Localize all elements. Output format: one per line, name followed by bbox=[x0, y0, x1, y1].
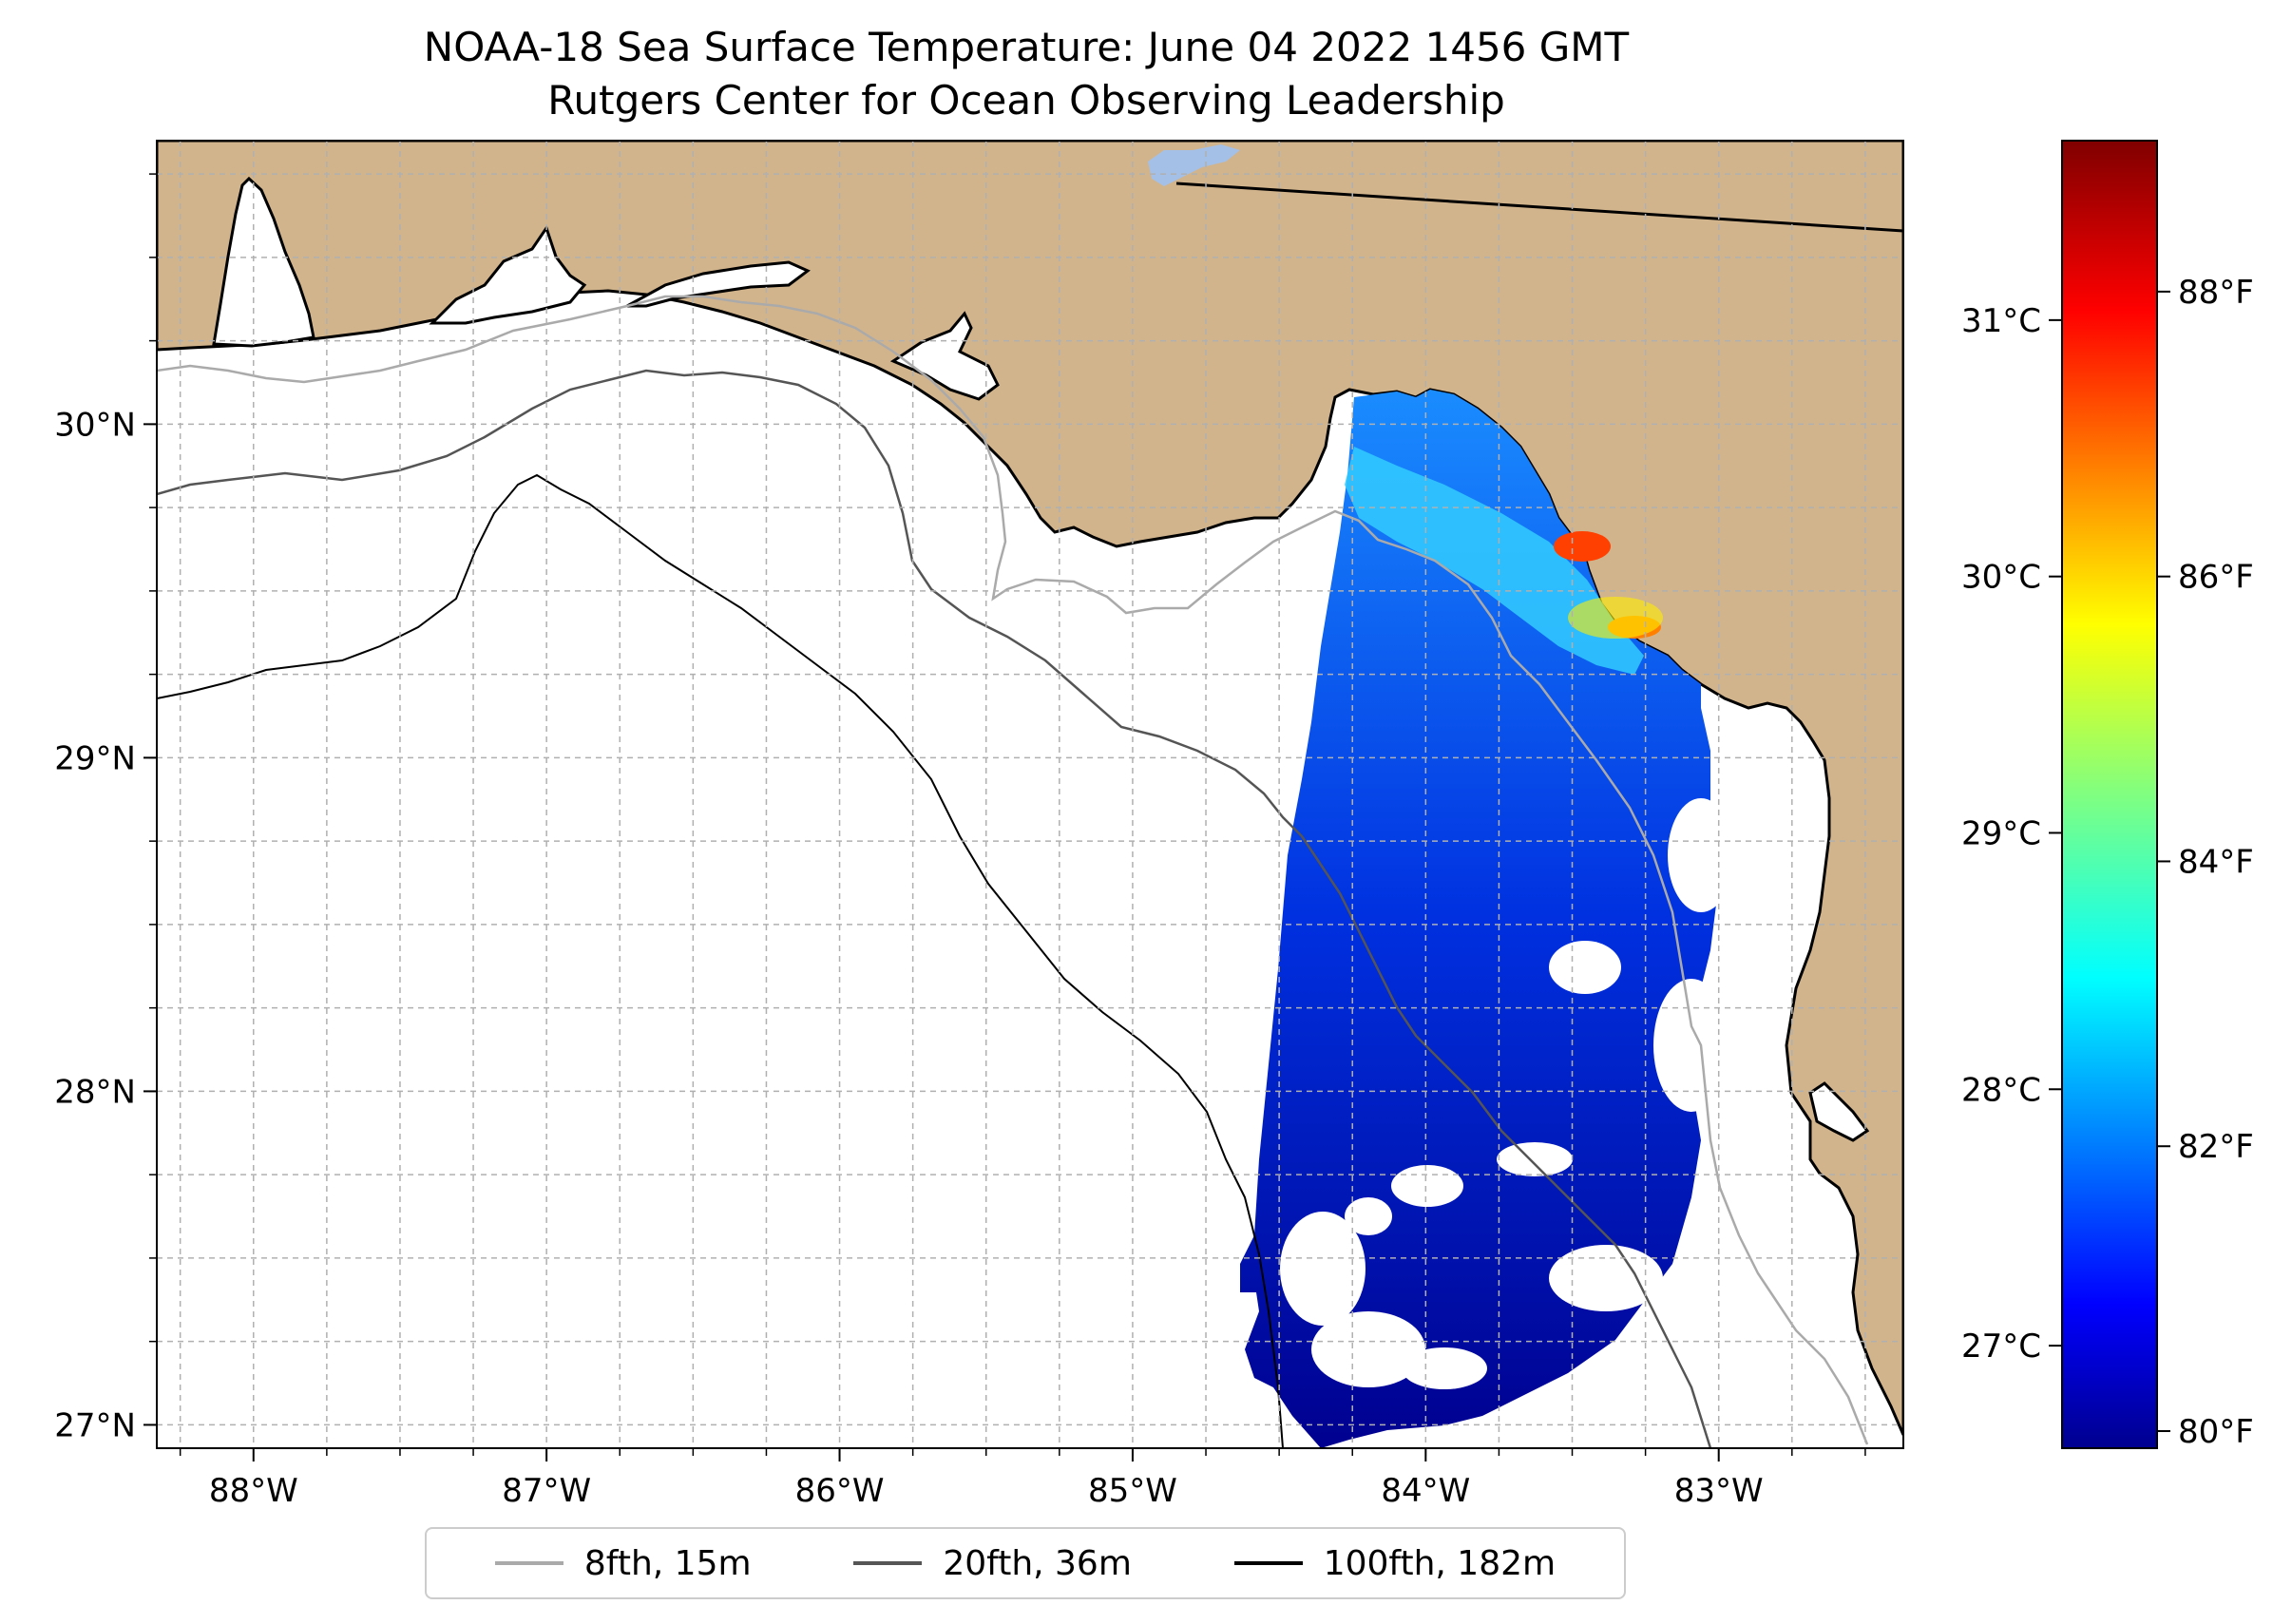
fahrenheit-tick-label: 82°F bbox=[2178, 1128, 2254, 1166]
lon-tick-label: 83°W bbox=[1674, 1472, 1764, 1510]
legend-swatch-8fth bbox=[495, 1561, 563, 1565]
legend-item-20fth: 20fth, 36m bbox=[853, 1544, 1132, 1583]
colorbar bbox=[2062, 141, 2157, 1448]
legend-label-100fth: 100fth, 182m bbox=[1324, 1544, 1556, 1583]
lon-tick-label: 87°W bbox=[502, 1472, 591, 1510]
lon-tick-label: 84°W bbox=[1381, 1472, 1470, 1510]
map-panel bbox=[157, 141, 1903, 1448]
lon-tick-label: 85°W bbox=[1088, 1472, 1177, 1510]
fahrenheit-tick-label: 88°F bbox=[2178, 274, 2254, 312]
legend-item-100fth: 100fth, 182m bbox=[1234, 1544, 1556, 1583]
lat-tick-label: 28°N bbox=[54, 1073, 136, 1111]
isobath-legend: 8fth, 15m 20fth, 36m 100fth, 182m bbox=[425, 1527, 1626, 1599]
legend-item-8fth: 8fth, 15m bbox=[495, 1544, 752, 1583]
legend-label-8fth: 8fth, 15m bbox=[584, 1544, 752, 1583]
celsius-tick-label: 30°C bbox=[1961, 559, 2041, 597]
legend-label-20fth: 20fth, 36m bbox=[943, 1544, 1132, 1583]
lat-tick-label: 30°N bbox=[54, 406, 136, 444]
sst-hotspot-3 bbox=[1568, 597, 1663, 639]
legend-swatch-20fth bbox=[853, 1561, 922, 1565]
legend-swatch-100fth bbox=[1234, 1561, 1303, 1565]
celsius-tick-label: 31°C bbox=[1961, 302, 2041, 340]
lat-tick-label: 27°N bbox=[54, 1406, 136, 1444]
sst-hotspot-1 bbox=[1554, 531, 1611, 562]
fahrenheit-tick-label: 86°F bbox=[2178, 559, 2254, 597]
lon-tick-label: 86°W bbox=[795, 1472, 885, 1510]
celsius-tick-label: 27°C bbox=[1961, 1328, 2041, 1366]
lon-tick-label: 88°W bbox=[209, 1472, 298, 1510]
lat-tick-label: 29°N bbox=[54, 739, 136, 777]
fahrenheit-tick-label: 84°F bbox=[2178, 843, 2254, 881]
fahrenheit-tick-label: 80°F bbox=[2178, 1413, 2254, 1451]
celsius-tick-label: 29°C bbox=[1961, 814, 2041, 852]
celsius-tick-label: 28°C bbox=[1961, 1071, 2041, 1109]
